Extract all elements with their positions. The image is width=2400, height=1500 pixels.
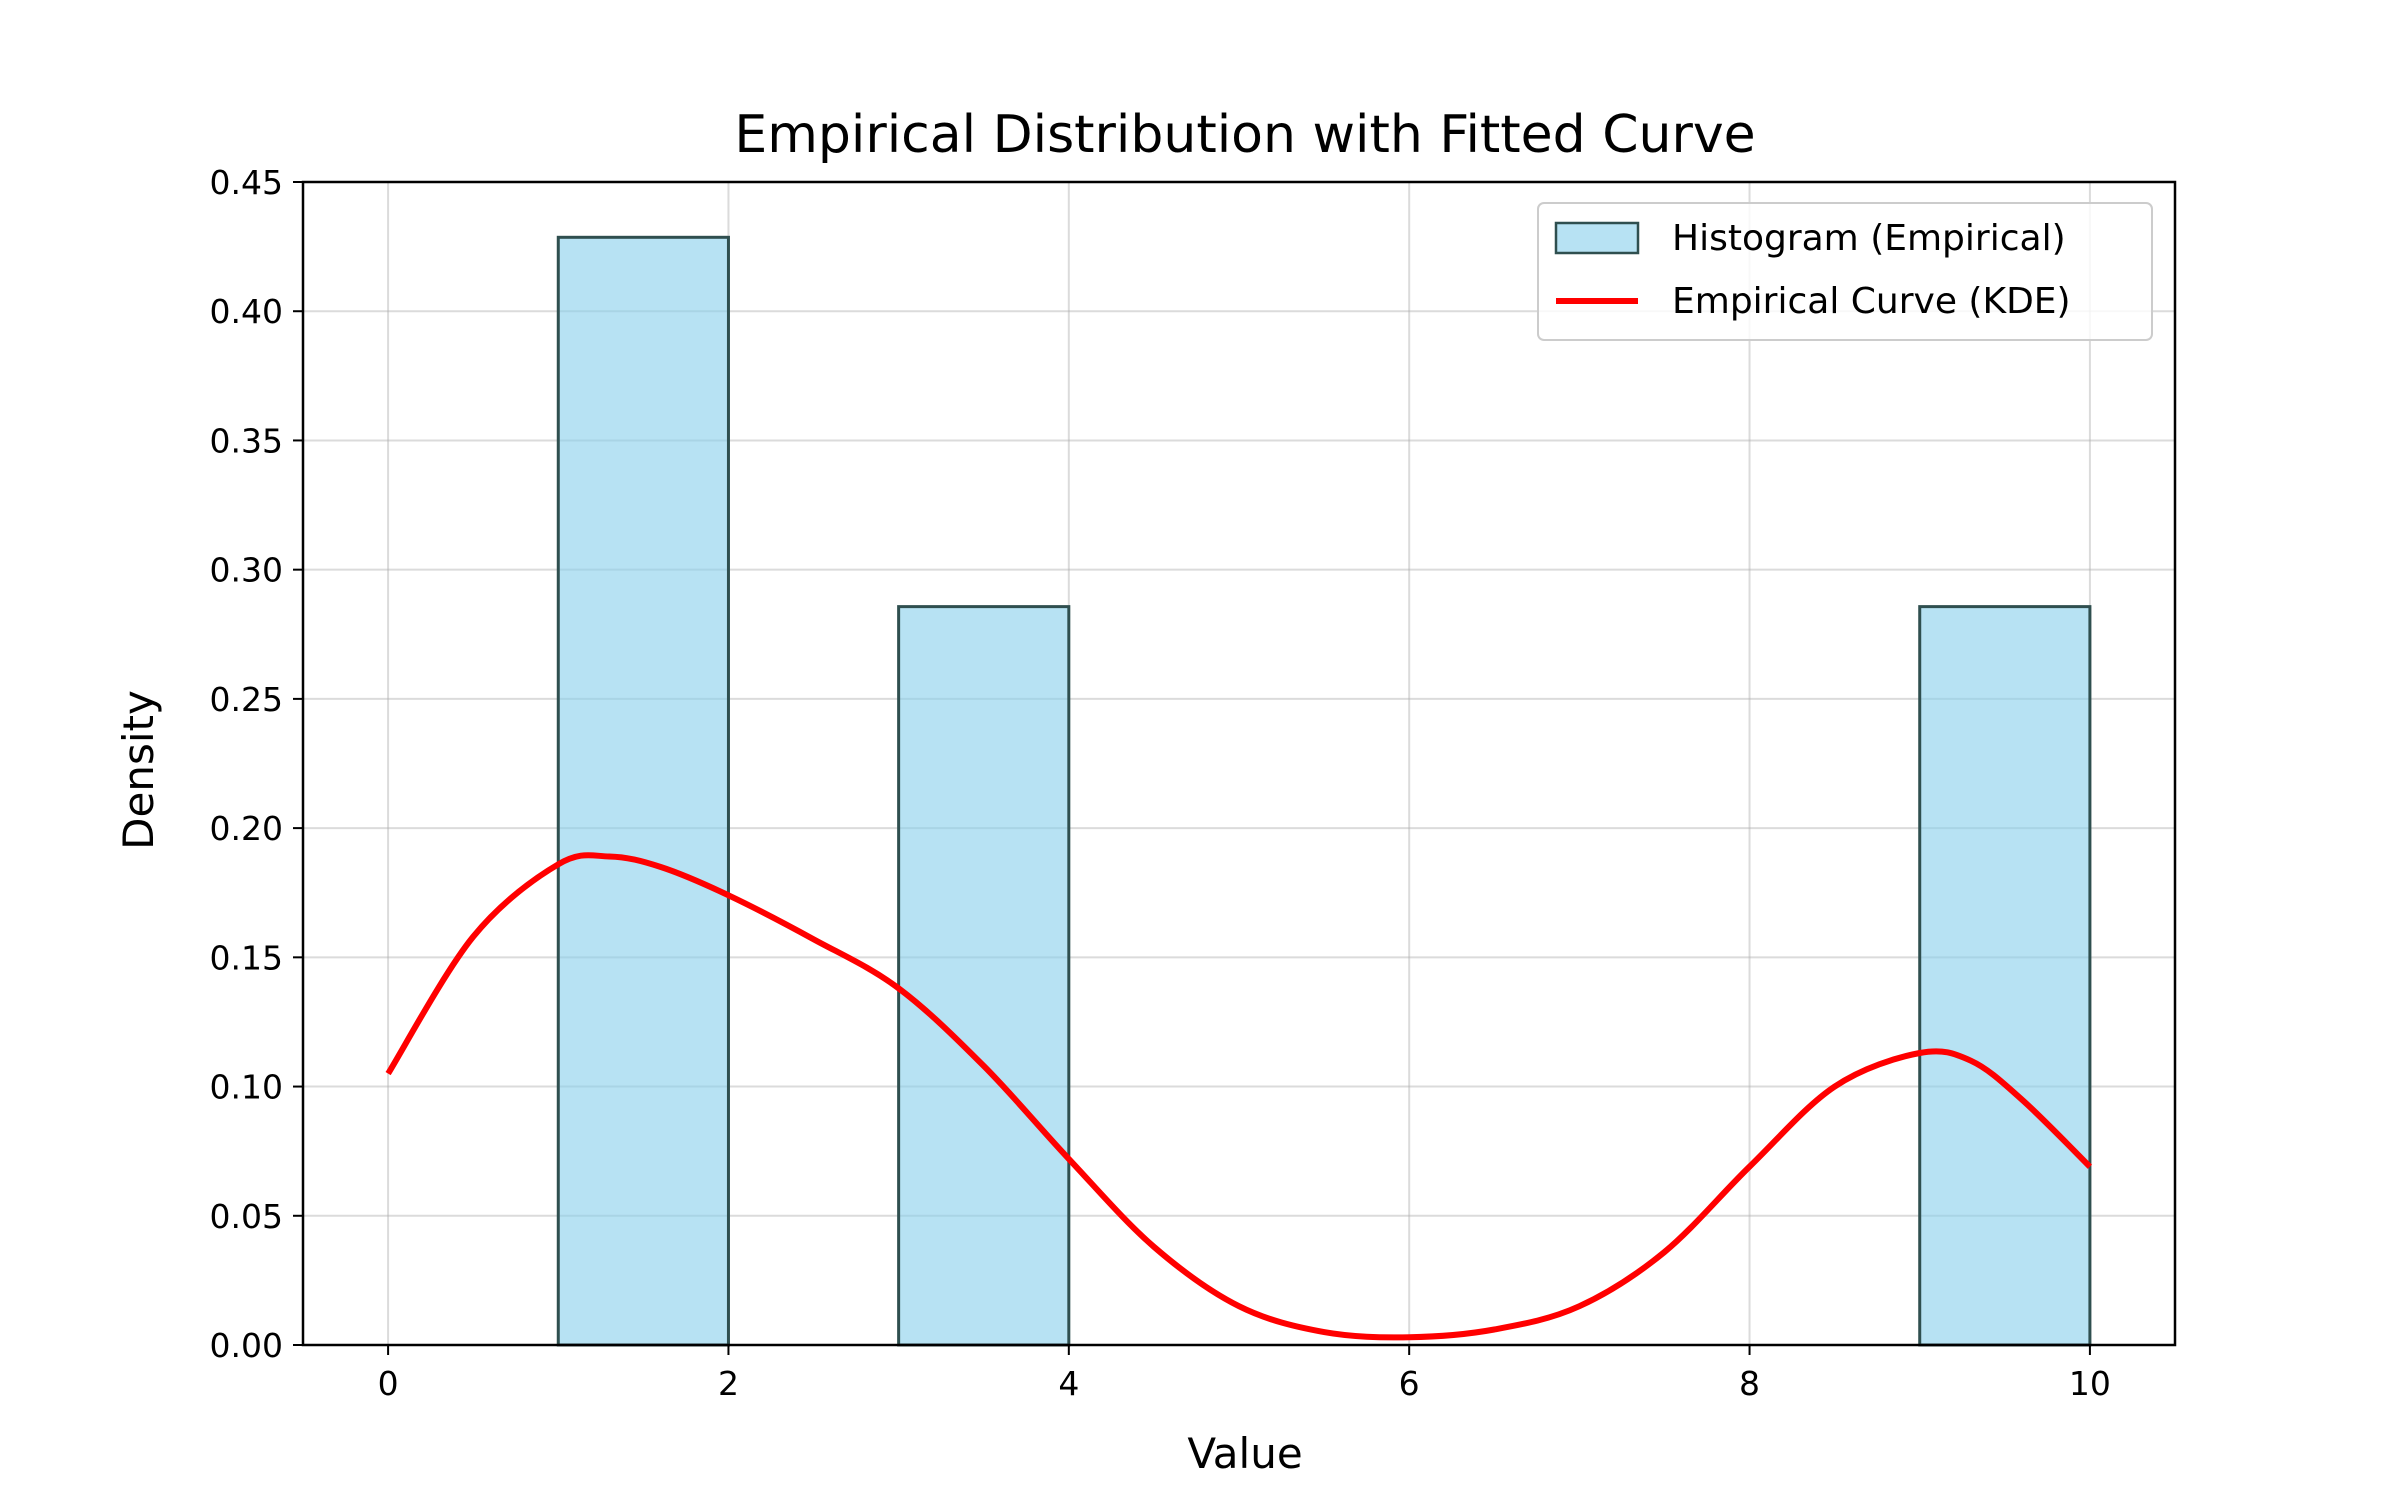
legend-kde-label: Empirical Curve (KDE) — [1672, 281, 2071, 322]
y-axis-ticks: 0.00 0.05 0.10 0.15 0.20 0.25 0.30 0.35 0.40 0.45 — [210, 163, 303, 1365]
x-axis-ticks: 0 2 4 6 8 10 — [378, 1345, 2111, 1403]
x-tick-label: 0 — [378, 1364, 399, 1403]
y-axis-label: Density — [114, 690, 163, 850]
x-tick-label: 4 — [1058, 1364, 1079, 1403]
y-tick-label: 0.35 — [210, 421, 283, 460]
y-tick-label: 0.40 — [210, 292, 283, 331]
y-tick-label: 0.15 — [210, 938, 283, 977]
kde-curve — [385, 852, 2093, 1341]
legend: Histogram (Empirical) Empirical Curve (K… — [1537, 202, 2153, 341]
y-tick-label: 0.10 — [210, 1068, 283, 1107]
y-tick-label: 0.45 — [210, 163, 283, 202]
y-tick-label: 0.00 — [210, 1326, 283, 1365]
plot-frame — [301, 180, 2177, 1347]
x-tick-label: 6 — [1399, 1364, 1420, 1403]
histogram-bar — [1918, 605, 2092, 1347]
legend-histogram-swatch — [1554, 221, 1640, 255]
y-tick-label: 0.30 — [210, 551, 283, 590]
chart-title: Empirical Distribution with Fitted Curve — [734, 105, 1755, 165]
legend-histogram-label: Histogram (Empirical) — [1672, 218, 2066, 259]
x-tick-label: 2 — [718, 1364, 739, 1403]
y-tick-label: 0.20 — [210, 809, 283, 848]
histogram-bars — [556, 235, 2092, 1347]
x-tick-label: 8 — [1739, 1364, 1760, 1403]
histogram-bar — [556, 235, 730, 1347]
x-tick-label: 10 — [2069, 1364, 2111, 1403]
histogram-bar — [897, 605, 1071, 1347]
y-tick-label: 0.05 — [210, 1197, 283, 1236]
x-axis-label: Value — [1187, 1429, 1302, 1478]
kde-curve-layer — [385, 852, 2093, 1341]
legend-box — [1537, 202, 2153, 341]
y-tick-label: 0.25 — [210, 680, 283, 719]
